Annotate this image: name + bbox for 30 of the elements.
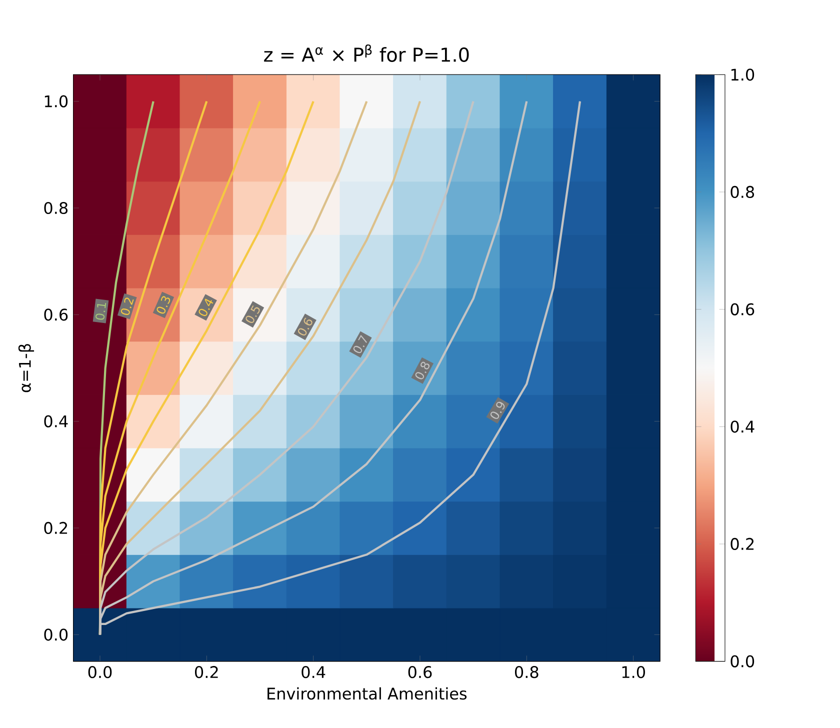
y-tick-label: 0.0 — [44, 628, 68, 641]
text: 0.1 — [96, 303, 106, 320]
text: 0.4 — [198, 298, 214, 316]
text: 0.6 — [298, 318, 312, 336]
color-bar-label: 0.2 — [730, 538, 754, 550]
color-bar-label: 1.0 — [731, 68, 754, 81]
x-tick-label: 0.0 — [88, 666, 112, 678]
text: 0.9 — [490, 402, 505, 419]
text: 0.8 — [415, 362, 430, 380]
y-tick-label: 0.2 — [44, 522, 68, 534]
x-tick-label: 1.0 — [622, 666, 645, 678]
color-bar-label: 0.8 — [730, 186, 754, 198]
color-bar-label: 0.0 — [730, 655, 754, 668]
text: 0.7 — [353, 334, 367, 354]
text: 0.2 — [120, 298, 134, 316]
y-tick-label: 0.4 — [44, 415, 68, 428]
x-axis-title: Environmental Amenities — [268, 687, 467, 700]
text: 0.5 — [246, 305, 260, 324]
color-bar-label: 0.6 — [730, 303, 754, 316]
text: 0.3 — [156, 296, 170, 314]
color-bar-label: 0.4 — [730, 420, 754, 433]
chart-title: z = A$^{α}$ × P$^{β}$ for P=1.0 — [264, 44, 469, 62]
x-tick-label: 0.4 — [302, 666, 326, 678]
x-tick-label: 0.2 — [194, 666, 218, 678]
x-tick-label: 0.8 — [514, 666, 538, 678]
x-tick-label: 0.6 — [408, 666, 432, 678]
y-tick-label: 0.8 — [44, 202, 68, 214]
y-axis-title: α=1-β — [18, 344, 34, 392]
y-tick-label: 1.0 — [44, 95, 68, 108]
y-tick-label: 0.6 — [44, 308, 68, 321]
